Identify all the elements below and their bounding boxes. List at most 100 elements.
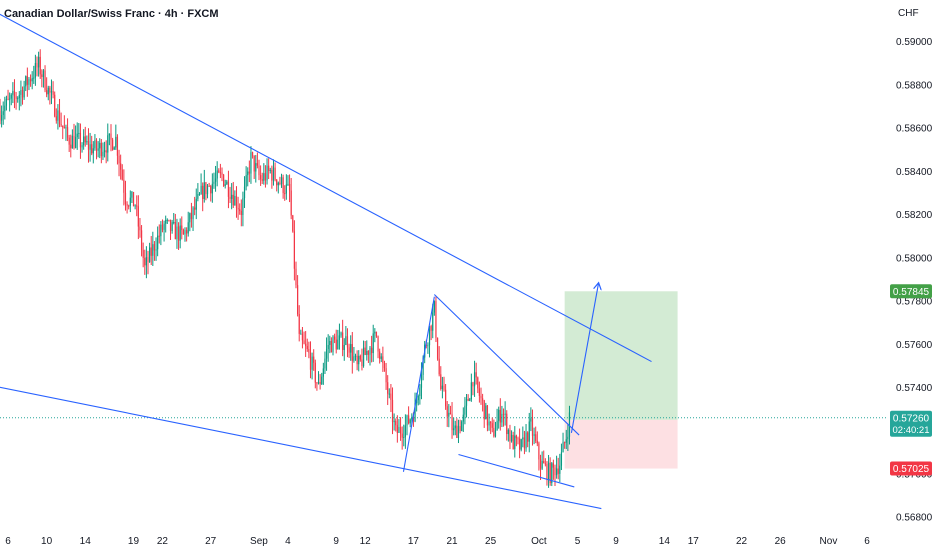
- candle-body: [469, 399, 471, 401]
- candle: [531, 409, 534, 446]
- candle-body: [435, 301, 437, 338]
- candle: [184, 227, 186, 242]
- candle: [103, 141, 106, 158]
- candle: [470, 373, 472, 402]
- candle-body: [498, 409, 500, 421]
- candle-body: [448, 412, 450, 417]
- candle: [47, 85, 49, 101]
- candle: [263, 163, 265, 185]
- candle-body: [374, 331, 376, 334]
- candle: [165, 215, 167, 233]
- candle-body: [564, 442, 566, 444]
- candle: [510, 430, 513, 443]
- candle: [562, 432, 564, 453]
- candle: [206, 183, 209, 199]
- candle-body: [538, 443, 540, 460]
- candle-body: [194, 207, 196, 210]
- candle-body: [543, 461, 545, 464]
- candle: [253, 155, 255, 179]
- candle: [530, 407, 532, 432]
- candle-body: [243, 186, 246, 199]
- candle-body: [190, 213, 193, 220]
- candle-body: [258, 165, 260, 176]
- candle-body: [467, 398, 469, 401]
- target-price-label-text: 0.57845: [893, 287, 930, 298]
- candle-body: [112, 139, 114, 150]
- y-tick-label: 0.59000: [896, 37, 932, 48]
- candle: [395, 418, 397, 432]
- candle: [454, 420, 456, 436]
- candle: [33, 65, 35, 84]
- candle: [62, 125, 64, 140]
- candle-body: [266, 165, 268, 181]
- y-tick-label: 0.58800: [896, 80, 932, 91]
- candle: [60, 112, 62, 128]
- candle-body: [522, 437, 524, 440]
- candle: [235, 186, 238, 218]
- candle-body: [153, 244, 156, 251]
- current-price-label-text: 0.57260: [893, 413, 930, 424]
- candle-body: [165, 219, 167, 224]
- candle-body: [240, 210, 242, 216]
- candle: [446, 401, 448, 427]
- trendlines: [0, 13, 652, 510]
- y-tick-label: 0.57800: [896, 297, 932, 308]
- candle-body: [509, 429, 511, 442]
- candle: [334, 333, 336, 344]
- candle-body: [103, 150, 106, 152]
- candle: [406, 414, 408, 436]
- stop-zone: [564, 419, 678, 469]
- candle-body: [226, 181, 228, 185]
- candle-body: [105, 150, 107, 153]
- candle: [504, 401, 506, 426]
- candle: [38, 51, 40, 77]
- candle-body: [406, 415, 408, 426]
- candle: [50, 79, 53, 105]
- candle-body: [419, 387, 421, 397]
- candle-body: [49, 87, 51, 93]
- candle-body: [92, 148, 94, 154]
- candle-body: [427, 345, 429, 347]
- candle-body: [15, 96, 17, 99]
- candle-body: [456, 425, 458, 439]
- candle: [87, 128, 90, 163]
- candle: [210, 184, 212, 202]
- candle: [268, 158, 270, 180]
- candle-body: [565, 439, 567, 443]
- stop-price-label-text: 0.57025: [893, 464, 930, 475]
- candle-body: [239, 209, 241, 211]
- candle-body: [232, 194, 234, 206]
- candle-body: [465, 398, 468, 406]
- candle: [358, 350, 360, 372]
- candle-body: [385, 368, 387, 383]
- candle: [242, 191, 244, 227]
- candle-body: [71, 135, 73, 149]
- candle-body: [63, 127, 65, 129]
- candle: [169, 219, 172, 240]
- candle: [514, 426, 516, 458]
- candle-body: [179, 225, 181, 241]
- candle: [451, 402, 453, 439]
- candle-body: [231, 194, 233, 199]
- wedge-upper-line: [433, 294, 580, 436]
- candle: [343, 338, 345, 361]
- candle: [110, 124, 112, 152]
- candle: [186, 227, 188, 242]
- candle-body: [110, 133, 112, 140]
- candle-body: [271, 169, 273, 181]
- candle-body: [528, 421, 530, 442]
- y-tick-label: 0.57400: [896, 383, 932, 394]
- candle: [372, 324, 374, 362]
- candle: [216, 161, 218, 187]
- candle-body: [52, 91, 54, 95]
- candle: [382, 346, 384, 372]
- candle-body: [547, 462, 550, 480]
- candle: [300, 329, 302, 335]
- candle: [319, 374, 321, 390]
- candle: [462, 407, 464, 432]
- candle-body: [79, 132, 82, 148]
- candle-body: [353, 356, 355, 361]
- candle: [187, 211, 189, 237]
- candle-body: [144, 257, 146, 266]
